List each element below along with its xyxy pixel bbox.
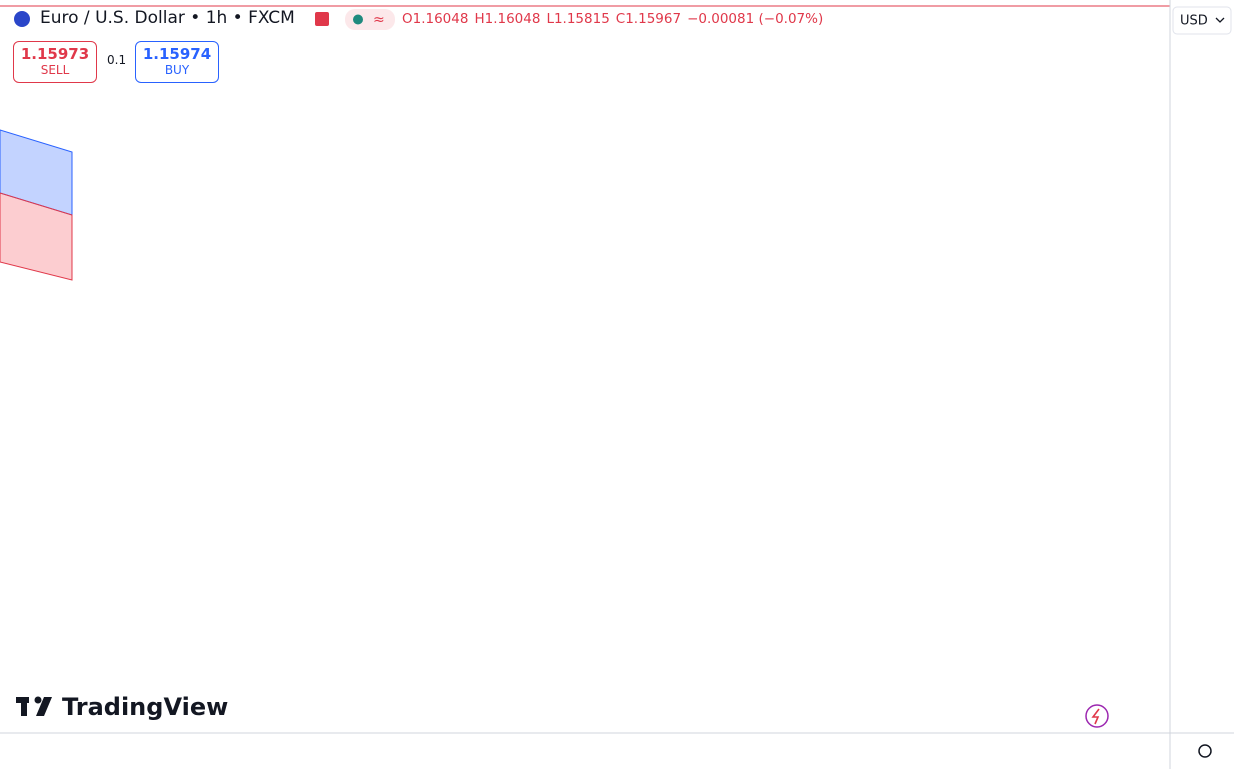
logo: TradingView [16, 693, 228, 721]
close: C1.15967 [615, 11, 682, 27]
symbol-title: Euro / U.S. Dollar • 1h • FXCM [40, 8, 295, 28]
flag-icon[interactable] [315, 12, 329, 26]
symbol-flag [14, 11, 30, 27]
dropdown-caret [1215, 17, 1225, 23]
open: O1.16048 [402, 11, 469, 27]
sell-button[interactable]: 1.15973 SELL [13, 41, 97, 83]
sell-label: SELL [40, 63, 70, 77]
low: L1.15815 [546, 11, 610, 27]
change: −0.00081 (−0.07%) [687, 11, 824, 27]
buy-label: BUY [164, 63, 190, 77]
settings-icon[interactable] [1198, 744, 1212, 758]
sell-price: 1.15973 [20, 45, 90, 63]
status-icon: ≈ [373, 12, 385, 28]
high: H1.16048 [474, 11, 541, 27]
channel-lower [0, 192, 73, 281]
alert-icon[interactable] [1085, 704, 1109, 728]
alert-bolt [1091, 708, 1100, 725]
spread: 0.1 [107, 53, 127, 67]
ohlc: O1.16048 H1.16048 L1.15815 C1.15967 −0.00081… [402, 11, 829, 27]
brand: TradingView [62, 693, 228, 721]
status-pill [345, 9, 395, 30]
buy-button[interactable]: 1.15974 BUY [135, 41, 219, 83]
market-open-dot [353, 14, 363, 25]
buy-price: 1.15974 [142, 45, 212, 63]
currency: USD [1180, 14, 1208, 29]
currency-button[interactable] [1172, 6, 1232, 35]
